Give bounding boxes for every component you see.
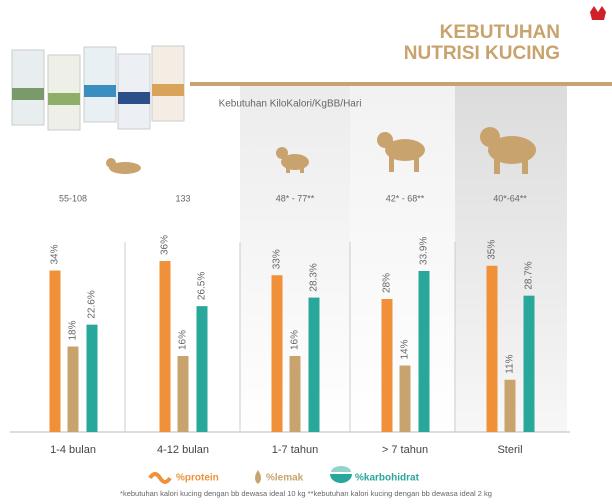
value-label: 26.5% [197,272,208,300]
x-tick-label: 4-12 bulan [157,444,209,456]
bar [524,296,535,432]
calorie-label: 48* - 77** [276,193,315,203]
bar [87,325,98,432]
bar [400,366,411,433]
bar [419,271,430,432]
value-label: 28% [382,273,393,293]
title: NUTRISI KUCING [404,43,560,64]
value-label: 16% [178,330,189,350]
bar [382,299,393,432]
value-label: 11% [505,354,516,373]
bar [160,261,171,432]
logo [590,6,606,20]
value-label: 28.7% [524,261,535,289]
x-tick-label: 1-7 tahun [272,444,318,456]
value-label: 35% [487,240,498,260]
subtitle: Kebutuhan KiloKalori/KgBB/Hari [219,99,362,110]
bar [487,266,498,432]
bar [197,306,208,432]
value-label: 28.3% [309,263,320,291]
x-tick-label: > 7 tahun [382,444,428,456]
x-tick-label: 1-4 bulan [50,444,96,456]
calorie-label: 55-108 [59,193,87,203]
value-label: 18% [68,320,79,340]
calorie-label: 133 [175,193,190,203]
legend-label: %karbohidrat [355,473,420,484]
value-label: 22.6% [87,290,98,318]
bar [272,275,283,432]
value-label: 36% [160,235,171,255]
bar [50,271,61,433]
bar [505,380,516,432]
x-tick-label: Steril [497,444,522,456]
bar [309,298,320,432]
footnote: *kebutuhan kalori kucing dengan bb dewas… [120,489,492,498]
value-label: 14% [400,339,411,359]
title: KEBUTUHAN [440,22,560,43]
value-label: 33% [272,249,283,269]
value-label: 16% [290,330,301,350]
calorie-label: 42* - 68** [386,193,425,203]
bar [178,356,189,432]
legend-label: %protein [176,473,219,484]
bar [290,356,301,432]
infographic: KEBUTUHAN NUTRISI KUCING Kebutuhan KiloK… [0,0,612,504]
value-label: 34% [50,244,61,264]
legend-label: %lemak [266,473,304,484]
value-label: 33.9% [419,237,430,265]
calorie-label: 40*-64** [493,193,527,203]
bar [68,347,79,433]
packages [12,46,184,130]
